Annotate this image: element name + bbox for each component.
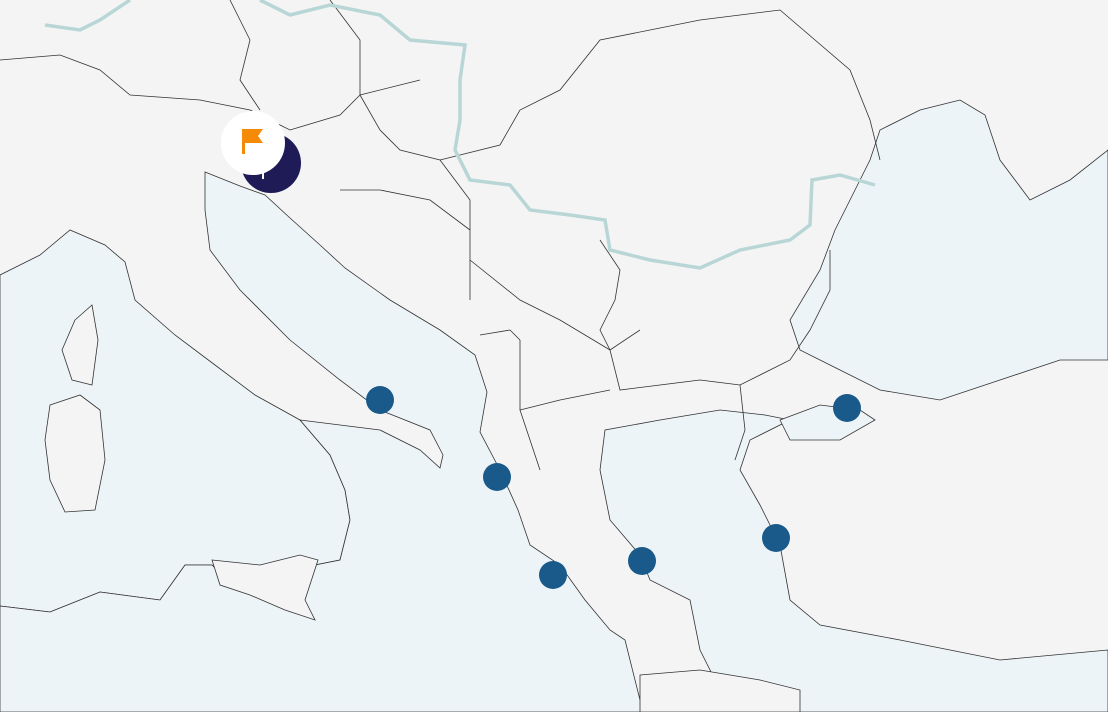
- corsica: [61, 304, 99, 386]
- stop-marker[interactable]: [833, 394, 861, 422]
- stop-marker[interactable]: [628, 547, 656, 575]
- country-borders: [0, 0, 881, 471]
- stop-markers: [366, 386, 861, 589]
- sicily: [211, 554, 319, 621]
- stop-marker[interactable]: [483, 463, 511, 491]
- adriatic-ionian-aegean-sea: [0, 171, 1108, 712]
- rivers: [44, 0, 876, 270]
- flag-icon: [242, 129, 263, 154]
- marker-pin-line: [262, 166, 264, 179]
- start-marker[interactable]: [221, 111, 301, 193]
- stop-marker[interactable]: [539, 561, 567, 589]
- crete: [639, 669, 801, 712]
- sardinia: [44, 394, 106, 513]
- stop-marker[interactable]: [366, 386, 394, 414]
- stop-marker[interactable]: [762, 524, 790, 552]
- black-sea: [789, 99, 1108, 401]
